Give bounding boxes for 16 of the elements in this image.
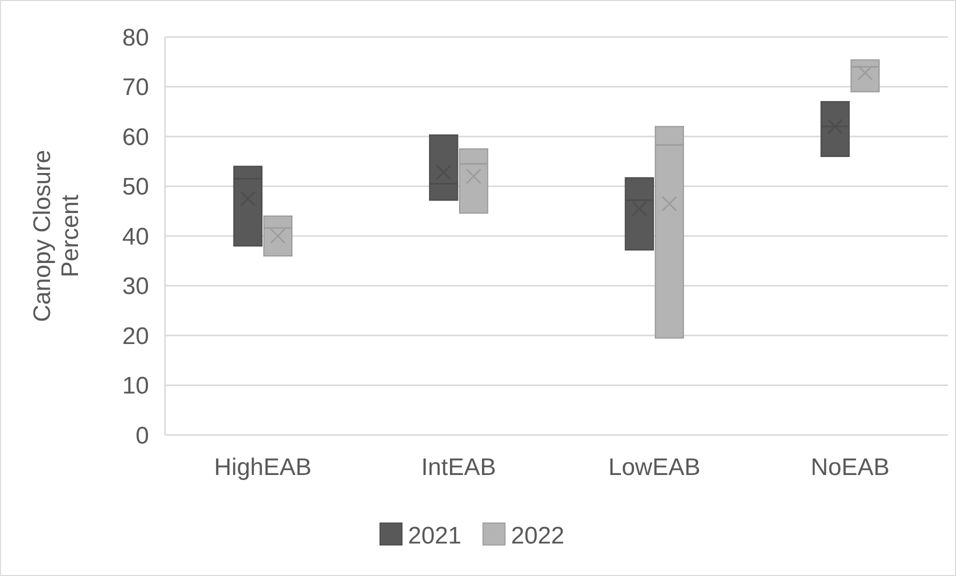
x-tick-label: NoEAB <box>810 454 890 481</box>
legend-label: 2021 <box>408 522 462 550</box>
x-tick-label: LowEAB <box>608 454 700 481</box>
y-tick-label: 10 <box>122 372 149 400</box>
y-tick-label: 50 <box>122 174 149 201</box>
legend-label: 2022 <box>511 522 564 550</box>
y-tick-label: 60 <box>122 124 149 151</box>
y-tick-label: 70 <box>122 74 149 102</box>
y-tick-label: 30 <box>122 273 149 300</box>
x-tick-label: IntEAB <box>421 454 496 481</box>
y-tick-label: 0 <box>136 422 149 450</box>
y-tick-label: 40 <box>122 223 149 250</box>
y-tick-label: 80 <box>122 24 149 52</box>
y-axis-title: Canopy Closure Percent <box>29 150 84 322</box>
x-tick-label: HighEAB <box>214 454 312 481</box>
y-tick-label: 20 <box>122 322 149 350</box>
